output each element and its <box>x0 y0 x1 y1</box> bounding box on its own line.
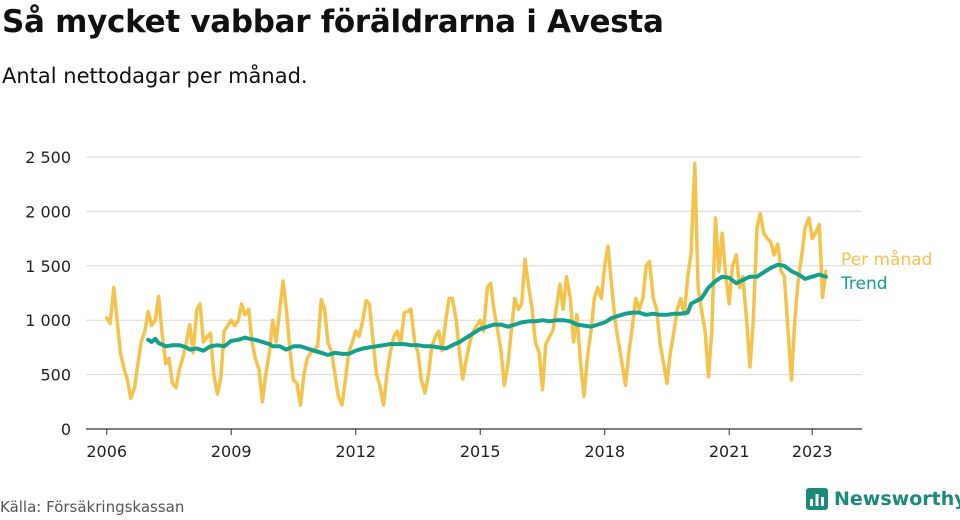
x-tick-label: 2021 <box>709 442 750 461</box>
y-tick-label: 1 000 <box>25 311 71 330</box>
y-tick-label: 1 500 <box>25 257 71 276</box>
y-axis: 0 500 1 000 1 500 2 000 2 500 <box>25 148 71 439</box>
x-tick-label: 2009 <box>211 442 252 461</box>
brand-name: Newsworthy <box>834 488 960 510</box>
legend-label-0: Per månad <box>841 249 932 270</box>
y-tick-label: 500 <box>40 366 71 385</box>
x-tick-label: 2015 <box>460 442 501 461</box>
line-chart: 0 500 1 000 1 500 2 000 2 500 2006 2009 2012 201… <box>25 148 932 461</box>
x-tick-label: 2006 <box>86 442 127 461</box>
series-lines <box>104 161 828 407</box>
bar-chart-icon <box>806 488 828 510</box>
legend: Per månad Trend <box>840 249 932 294</box>
y-tick-label: 2 000 <box>25 202 71 221</box>
source-note: Källa: Försäkringskassan <box>0 498 185 516</box>
x-tick-label: 2023 <box>792 442 833 461</box>
x-tick-label: 2012 <box>335 442 376 461</box>
brand-logo[interactable]: Newsworthy <box>806 488 960 510</box>
legend-label-1: Trend <box>840 274 888 294</box>
page-subtitle: Antal nettodagar per månad. <box>2 64 308 88</box>
series-line-0 <box>104 161 828 407</box>
x-axis: 2006 2009 2012 2015 2018 2021 2023 <box>86 429 833 461</box>
page-title: Så mycket vabbar föräldrarna i Avesta <box>2 4 664 40</box>
y-tick-label: 2 500 <box>25 148 71 167</box>
x-tick-label: 2018 <box>584 442 625 461</box>
y-tick-label: 0 <box>61 420 71 439</box>
series-line-1 <box>146 262 828 357</box>
